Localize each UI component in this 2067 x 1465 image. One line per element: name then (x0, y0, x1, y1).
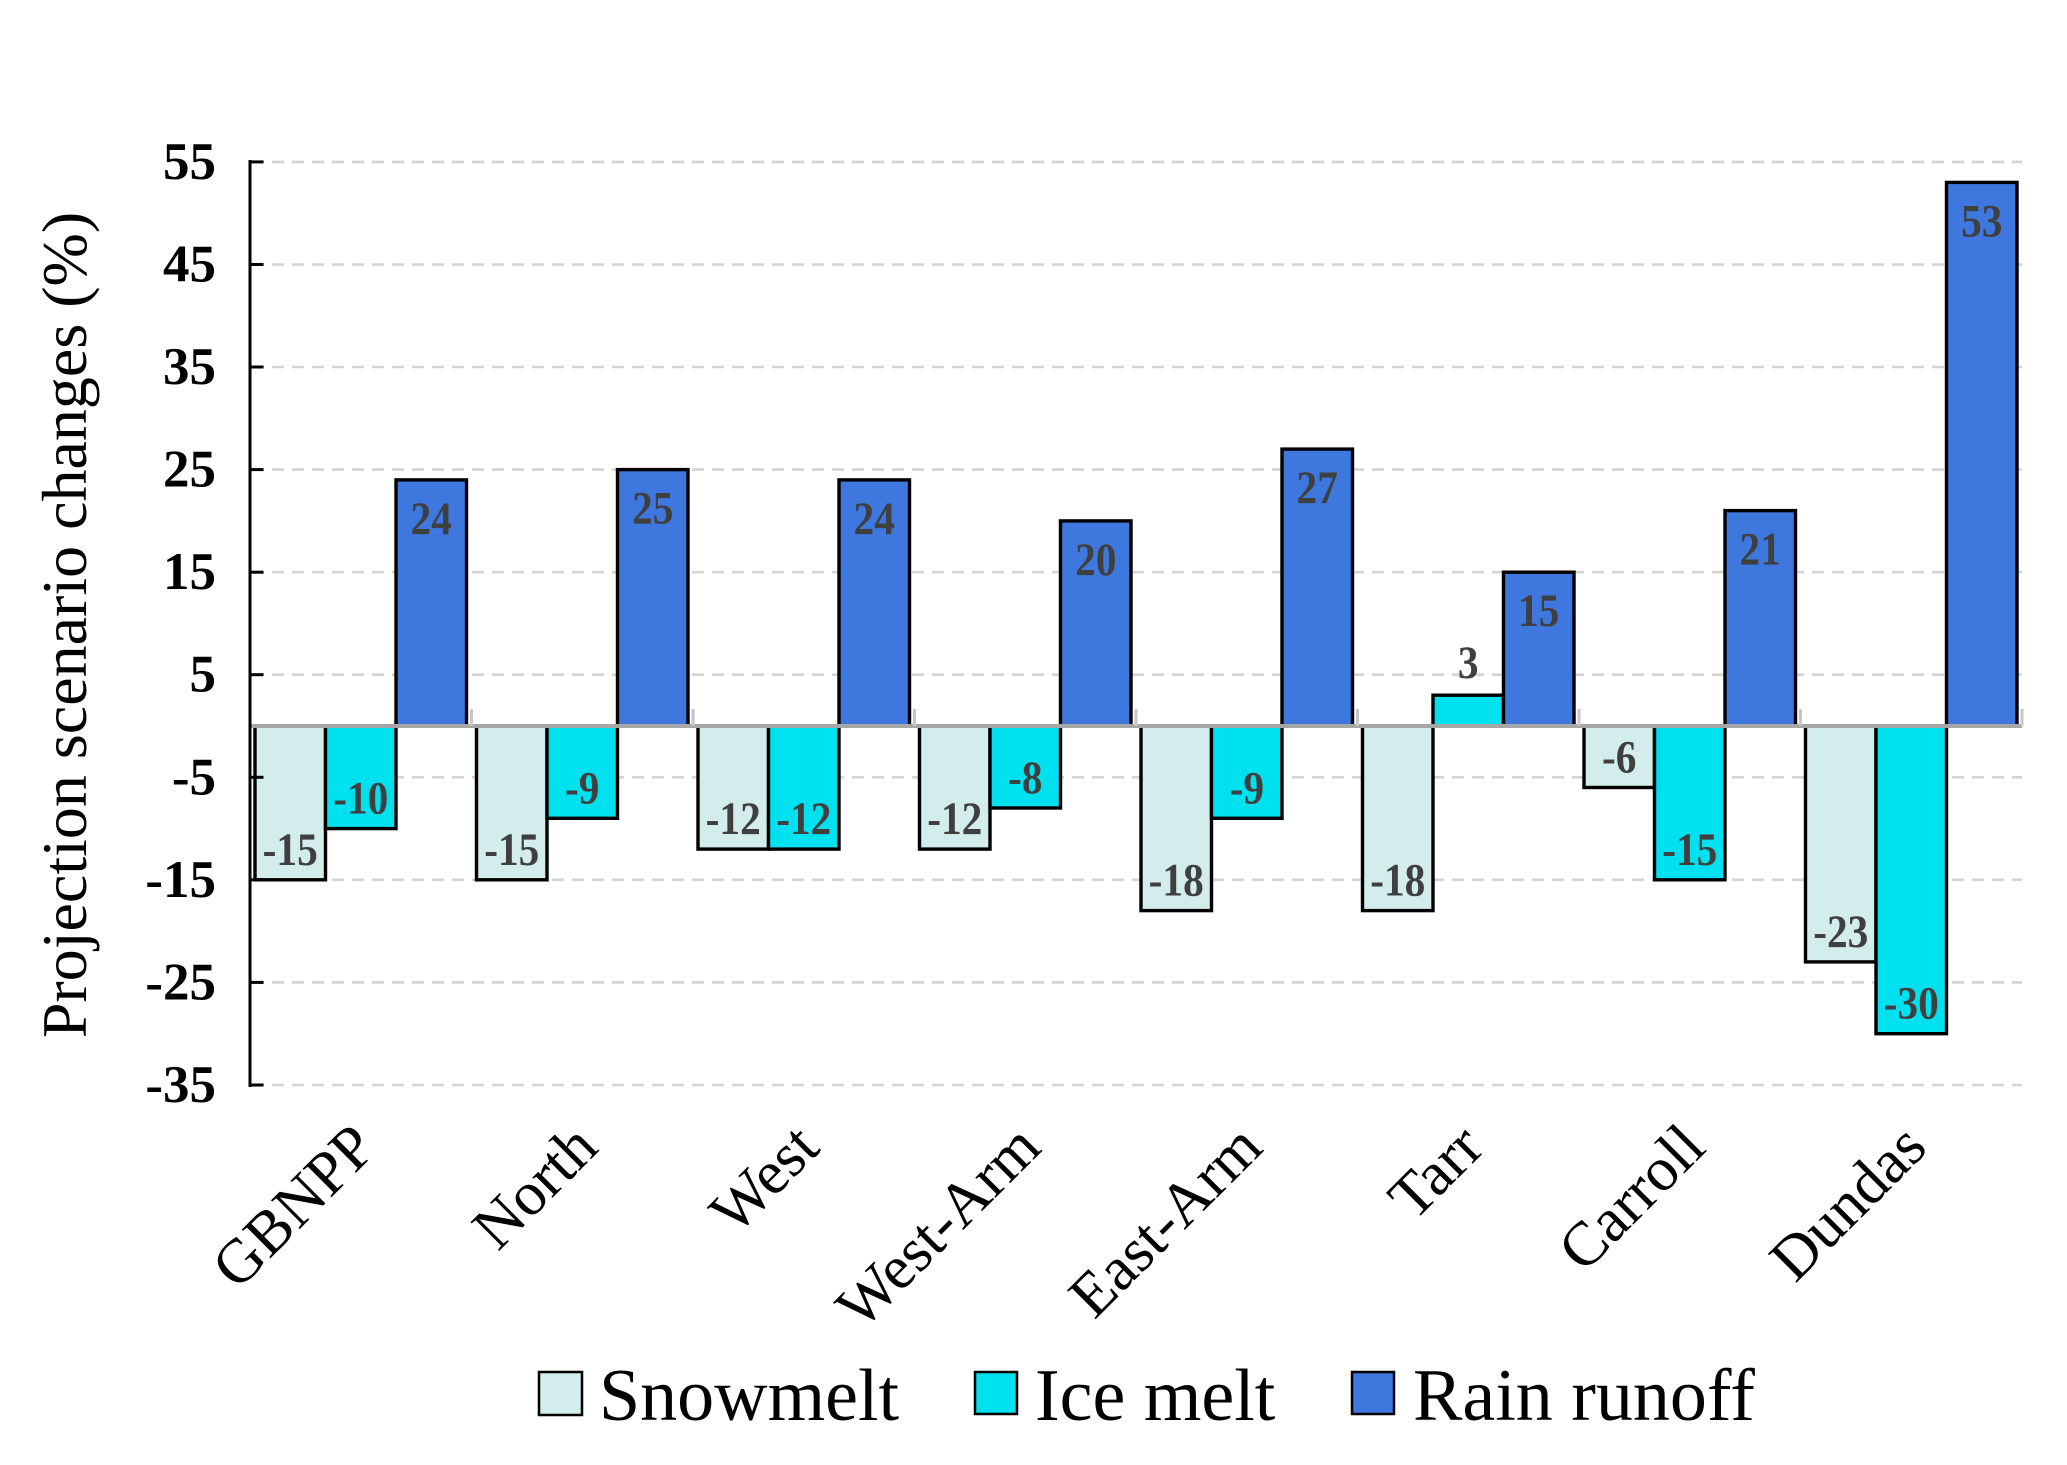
svg-text:3: 3 (1458, 637, 1479, 689)
svg-text:35: 35 (163, 338, 216, 396)
svg-text:-15: -15 (263, 823, 318, 875)
svg-text:5: 5 (190, 646, 217, 704)
svg-text:-15: -15 (1662, 823, 1717, 875)
svg-text:Snowmelt: Snowmelt (599, 1355, 900, 1437)
svg-text:-9: -9 (1230, 762, 1264, 814)
svg-text:-12: -12 (776, 793, 831, 845)
svg-text:-18: -18 (1149, 854, 1204, 906)
svg-text:24: 24 (854, 492, 895, 544)
svg-text:Ice melt: Ice melt (1035, 1355, 1276, 1437)
svg-text:-6: -6 (1602, 731, 1636, 783)
svg-text:25: 25 (632, 482, 673, 534)
svg-text:-35: -35 (145, 1056, 216, 1114)
svg-text:25: 25 (163, 441, 216, 499)
svg-text:-9: -9 (565, 762, 599, 814)
svg-text:-18: -18 (1370, 854, 1425, 906)
svg-text:15: 15 (1518, 585, 1559, 637)
svg-text:15: 15 (163, 543, 216, 601)
svg-text:-12: -12 (927, 793, 982, 845)
svg-text:-15: -15 (484, 823, 539, 875)
svg-text:45: 45 (163, 236, 216, 294)
svg-text:Projection scenario changes (: Projection scenario changes (%) (29, 212, 100, 1038)
svg-text:-30: -30 (1884, 977, 1939, 1029)
svg-text:24: 24 (411, 492, 452, 544)
svg-text:-10: -10 (333, 772, 388, 824)
svg-text:20: 20 (1075, 533, 1116, 585)
svg-text:-8: -8 (1008, 752, 1042, 804)
svg-text:-15: -15 (145, 851, 216, 909)
svg-text:-23: -23 (1813, 905, 1868, 957)
svg-text:Rain runoff: Rain runoff (1413, 1355, 1755, 1437)
svg-text:27: 27 (1297, 462, 1338, 514)
svg-text:-12: -12 (706, 793, 761, 845)
svg-text:53: 53 (1961, 195, 2002, 247)
svg-text:21: 21 (1740, 523, 1781, 575)
svg-text:-25: -25 (145, 953, 216, 1011)
svg-text:55: 55 (163, 133, 216, 191)
svg-text:-5: -5 (172, 748, 216, 806)
